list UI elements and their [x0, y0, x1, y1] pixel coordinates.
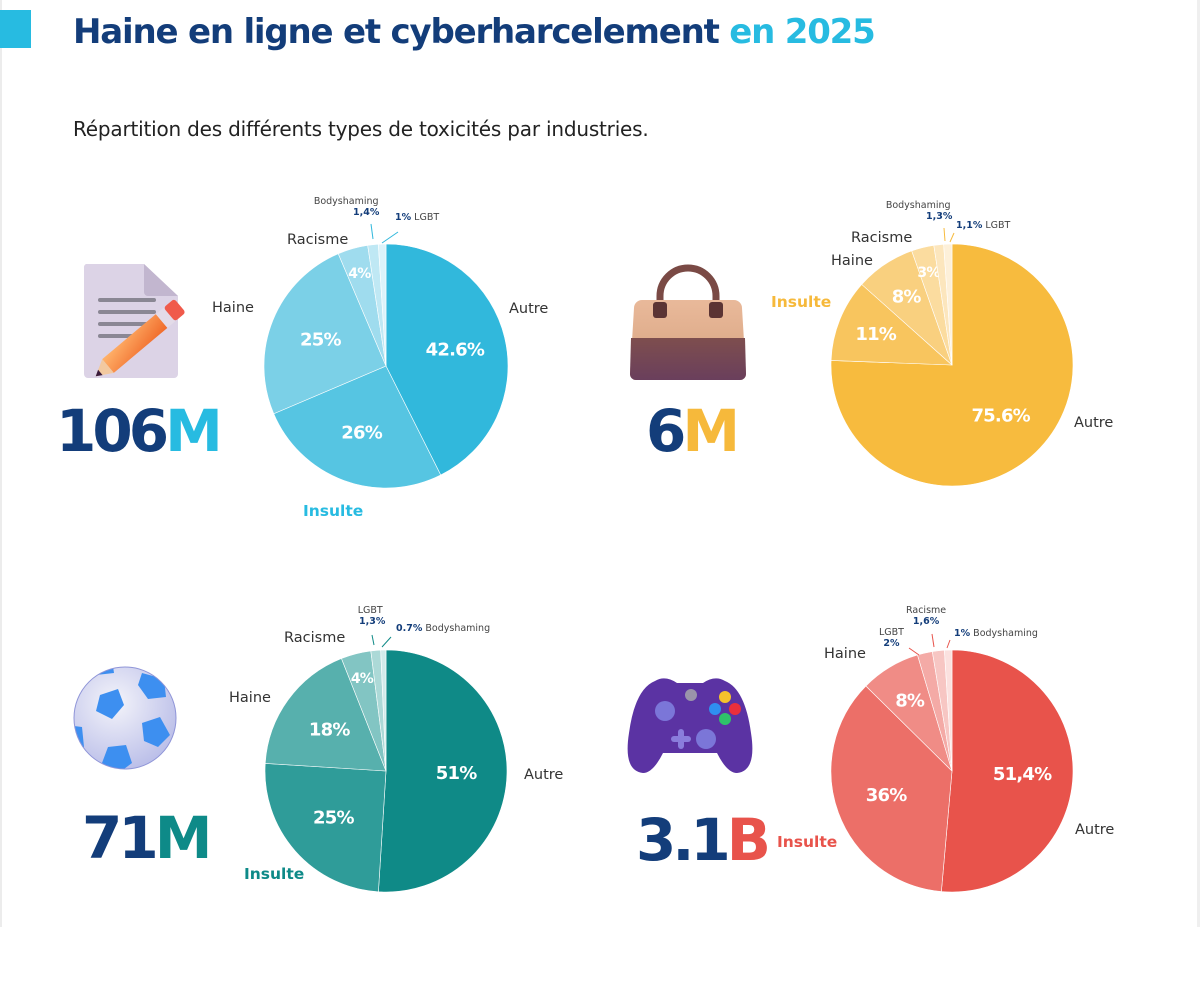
document-pencil-icon	[82, 262, 188, 384]
pie-chart: 42.6% 26% 25% 4%	[263, 243, 509, 489]
label-haine: Haine	[824, 646, 866, 662]
data-label-autre: 51%	[436, 763, 477, 784]
label-haine: Haine	[831, 253, 873, 269]
data-label-racisme: 4%	[351, 671, 374, 687]
soccer-ball-icon	[72, 665, 178, 775]
handbag-icon	[628, 262, 748, 384]
label-lgbt: LGBT 1,3%	[357, 605, 386, 627]
leader-lines	[370, 223, 399, 244]
label-insulte: Insulte	[244, 865, 305, 883]
label-haine: Haine	[229, 690, 271, 706]
leader-lines	[908, 633, 951, 656]
total-count: 6M	[646, 402, 740, 460]
label-racisme: Racisme	[287, 232, 349, 248]
label-lgbt: 1,1% LGBT	[956, 220, 1011, 231]
label-bodyshaming: 1% Bodyshaming	[954, 628, 1038, 639]
total-number: 71	[82, 804, 159, 872]
label-insulte: Insulte	[771, 293, 832, 311]
data-label-insulte: 25%	[313, 807, 354, 828]
panel-documents: 106M 42.6% 26% 25% 4% Autre Insulte Haine R…	[0, 180, 600, 600]
label-autre: Autre	[1075, 822, 1115, 838]
pie-slice-bodyshaming	[944, 649, 953, 772]
total-unit: M	[682, 397, 740, 465]
label-autre: Autre	[1074, 415, 1114, 431]
pie-slice-insulte	[273, 365, 442, 489]
total-number: 6	[646, 397, 686, 465]
pie-slice-insulte	[264, 763, 387, 893]
data-label-autre: 42.6%	[426, 340, 485, 361]
data-label-autre: 75.6%	[971, 406, 1030, 427]
data-label-racisme: 3%	[917, 265, 940, 281]
accent-square	[0, 10, 31, 48]
label-racisme: Racisme	[851, 230, 913, 246]
total-number: 106	[56, 397, 169, 465]
total-unit: B	[726, 806, 771, 874]
page-left-border	[0, 0, 2, 927]
pie-slice-autre	[941, 649, 1074, 893]
page-subtitle: Répartition des différents types de toxi…	[73, 117, 649, 141]
data-label-racisme: 4%	[348, 266, 371, 282]
pie-slice-lgbt	[943, 243, 953, 366]
data-label-insulte: 11%	[855, 324, 896, 345]
data-label-haine: 8%	[892, 287, 922, 308]
leader-lines	[943, 227, 955, 243]
label-lgbt: LGBT 2%	[879, 627, 904, 649]
total-number: 3.1	[636, 806, 731, 874]
data-label-haine: 18%	[309, 720, 350, 741]
title-highlight: en 2025	[729, 12, 876, 52]
label-autre: Autre	[524, 767, 564, 783]
total-unit: M	[154, 804, 213, 872]
total-count: 106M	[56, 402, 223, 460]
pie-chart: 75.6% 11% 8% 3%	[830, 243, 1074, 487]
pie-slice-insulte	[830, 685, 953, 892]
game-controller-icon	[625, 673, 755, 781]
page-title: Haine en ligne et cyberharcelement en 20…	[73, 12, 876, 52]
pie-slice-lgbt	[378, 243, 387, 367]
total-unit: M	[165, 397, 223, 465]
pie-slice-haine	[263, 253, 387, 415]
pie-slice-autre	[378, 649, 508, 893]
title-main: Haine en ligne et cyberharcelement	[73, 12, 720, 52]
panel-gaming: 3.1B 51,4% 36% 8% Autre Insulte Haine LGBT…	[566, 585, 1166, 1005]
label-haine: Haine	[212, 300, 254, 316]
data-label-insulte: 36%	[866, 785, 907, 806]
leader-lines	[371, 634, 392, 648]
label-lgbt: 1% LGBT	[395, 212, 440, 223]
label-bodyshaming: Bodyshaming 1,3%	[885, 200, 953, 222]
data-label-insulte: 26%	[341, 422, 382, 443]
total-count: 3.1B	[636, 811, 771, 869]
label-bodyshaming: 0.7% Bodyshaming	[396, 623, 491, 634]
label-insulte: Insulte	[777, 833, 838, 851]
pie-slice-haine	[264, 658, 387, 772]
label-bodyshaming: Bodyshaming 1,4%	[313, 196, 380, 218]
pie-slice-autre	[385, 243, 509, 476]
total-count: 71M	[82, 809, 212, 867]
label-autre: Autre	[509, 301, 549, 317]
data-label-autre: 51,4%	[993, 764, 1052, 785]
panel-fashion: 6M 75.6% 11% 8% 3% Autre Insulte Haine Raci…	[566, 180, 1166, 600]
page-right-border	[1197, 0, 1200, 927]
label-insulte: Insulte	[303, 502, 364, 520]
pie-chart: 51,4% 36% 8%	[830, 649, 1074, 893]
label-racisme: Racisme	[284, 630, 346, 646]
panel-sport: 71M 51% 25% 18% 4% Autre Insulte Haine Raci…	[0, 585, 600, 1005]
pie-slice-bodyshaming	[380, 649, 387, 772]
pie-slice-insulte	[830, 283, 953, 366]
pie-chart: 51% 25% 18% 4%	[264, 649, 508, 893]
label-racisme: Racisme 1,6%	[906, 605, 947, 627]
data-label-haine: 8%	[895, 690, 925, 711]
data-label-haine: 25%	[300, 330, 341, 351]
